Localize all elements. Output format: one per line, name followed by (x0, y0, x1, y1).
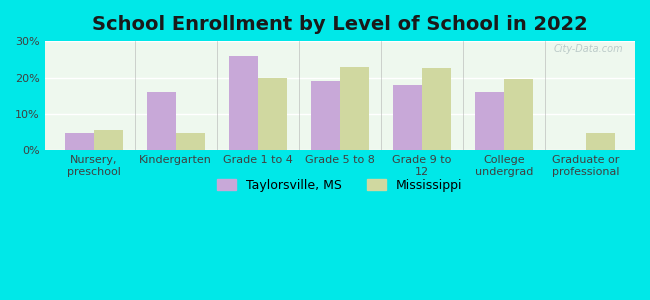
Bar (504, 80, 532, 150)
Bar (393, 85, 422, 150)
Legend: Taylorsville, MS, Mississippi: Taylorsville, MS, Mississippi (213, 174, 467, 196)
Bar (311, 81, 340, 150)
Bar (475, 92, 504, 150)
Bar (94, 130, 122, 150)
Bar (147, 92, 176, 150)
Bar (258, 77, 287, 150)
Bar (340, 67, 369, 150)
Bar (176, 133, 205, 150)
Bar (65, 133, 94, 150)
Bar (586, 133, 614, 150)
Title: School Enrollment by Level of School in 2022: School Enrollment by Level of School in … (92, 15, 588, 34)
Text: City-Data.com: City-Data.com (554, 44, 623, 54)
Bar (422, 68, 450, 150)
Bar (229, 56, 258, 150)
